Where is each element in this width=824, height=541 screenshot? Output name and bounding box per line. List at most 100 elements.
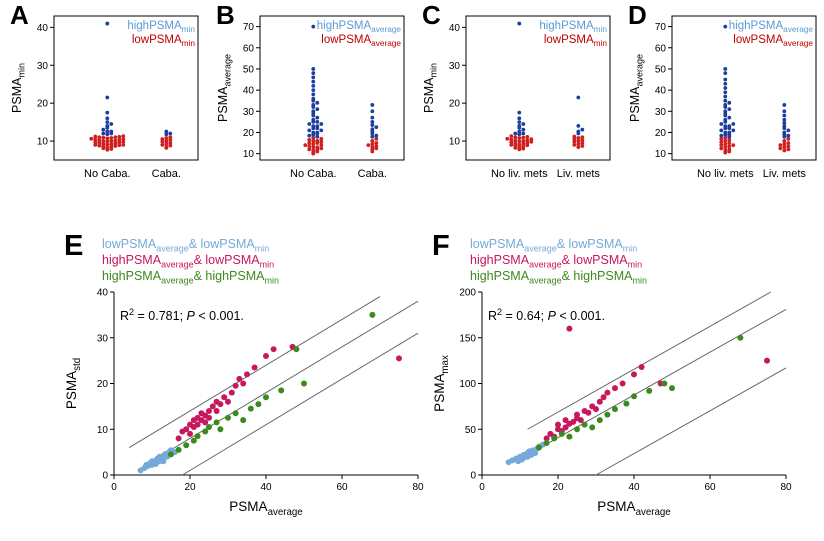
y-axis-label: PSMAaverage (628, 54, 645, 122)
data-point (315, 145, 320, 150)
data-point (202, 419, 209, 426)
data-point (307, 137, 312, 142)
axis-tick-label: 30 (243, 107, 255, 118)
data-point (370, 123, 375, 127)
data-point (517, 145, 522, 150)
category-label: Liv. mets (763, 168, 807, 180)
data-point (105, 145, 110, 150)
data-point (311, 145, 316, 150)
data-point (117, 140, 122, 145)
data-point (113, 141, 118, 146)
data-point (782, 117, 787, 122)
data-point (311, 124, 316, 129)
data-point (786, 136, 791, 141)
axis-tick-label: 50 (243, 64, 255, 75)
axis-tick-label: 20 (97, 379, 109, 390)
data-point (206, 414, 212, 421)
data-point (396, 355, 402, 362)
data-point (221, 394, 228, 401)
data-point (619, 380, 626, 387)
data-point (366, 143, 371, 148)
axis-tick-label: 30 (655, 107, 667, 118)
data-point (589, 424, 596, 431)
data-point (263, 353, 269, 360)
data-point (646, 387, 653, 394)
data-point (782, 148, 787, 153)
data-point (572, 139, 577, 144)
data-point (596, 417, 603, 424)
legend-entry: highPSMAaverage& highPSMAmin (470, 269, 647, 286)
data-point (521, 144, 526, 149)
data-point (566, 433, 573, 440)
axis-tick-label: 60 (243, 43, 255, 54)
data-point (105, 116, 110, 121)
data-point (217, 426, 224, 433)
data-point (311, 96, 316, 101)
chart-C-beeswarm: 10 20 30 40 PSMAmin No liv. mets Liv. mets high… (422, 15, 611, 180)
legend-entry: highPSMAmin (127, 20, 195, 34)
axis-tick-label: 10 (97, 425, 109, 436)
data-point (105, 21, 110, 26)
data-point (109, 136, 114, 140)
data-point (251, 364, 258, 371)
data-point (604, 411, 611, 418)
panel-B: B 10 20 30 40 50 60 70 PSMAaverage No Caba. Caba.… (214, 2, 410, 230)
data-point (727, 115, 732, 120)
data-point (723, 86, 728, 90)
data-point (225, 414, 231, 421)
legend-entry: lowPSMAaverage (321, 34, 401, 48)
data-point (311, 139, 316, 143)
data-point (113, 138, 118, 143)
data-point (581, 421, 588, 428)
legend-entry: highPSMAmin (539, 20, 607, 34)
data-point (782, 130, 787, 135)
data-point (105, 142, 110, 147)
data-point (558, 430, 565, 437)
data-point (782, 145, 787, 150)
data-point (175, 446, 182, 453)
category-label: No Caba. (290, 168, 336, 180)
data-point (638, 364, 645, 371)
y-axis-label: PSMAmin (10, 63, 27, 113)
data-point (576, 145, 581, 150)
axis-tick-label: 80 (780, 482, 792, 493)
regression-line (595, 367, 787, 476)
data-point (101, 135, 106, 140)
data-point (517, 123, 522, 128)
data-point (194, 421, 201, 428)
legend-entry: lowPSMAaverage& lowPSMAmin (470, 237, 637, 254)
axis-tick-label: 0 (102, 471, 108, 482)
data-point (319, 136, 324, 141)
axis-tick-label: 150 (459, 333, 476, 344)
data-point (778, 143, 783, 148)
data-point (580, 138, 585, 143)
data-point (786, 128, 791, 133)
data-point (525, 138, 530, 143)
panel-C: C 10 20 30 40 PSMAmin No liv. mets Liv. mets hi… (420, 2, 616, 230)
stats-annotation: R2 = 0.781; P < 0.001. (120, 307, 244, 323)
data-point (97, 141, 102, 145)
data-point (160, 142, 165, 147)
data-point (164, 144, 169, 149)
data-point (517, 129, 522, 134)
data-point (307, 144, 312, 149)
data-point (117, 138, 122, 142)
data-point (105, 139, 110, 144)
data-point (101, 127, 106, 132)
data-point (369, 311, 376, 318)
data-point (315, 115, 320, 120)
data-point (164, 141, 169, 146)
data-point (577, 417, 584, 424)
axis-tick-label: 60 (336, 482, 348, 493)
data-point (723, 71, 728, 76)
data-point (600, 394, 607, 401)
data-point (536, 444, 542, 451)
legend-entry: lowPSMAaverage (733, 34, 813, 48)
data-point (580, 141, 585, 145)
data-point (737, 334, 744, 341)
data-point (529, 139, 534, 144)
data-point (731, 122, 736, 126)
data-point (319, 146, 324, 151)
axis-tick-label: 80 (412, 482, 424, 493)
data-point (190, 437, 197, 444)
